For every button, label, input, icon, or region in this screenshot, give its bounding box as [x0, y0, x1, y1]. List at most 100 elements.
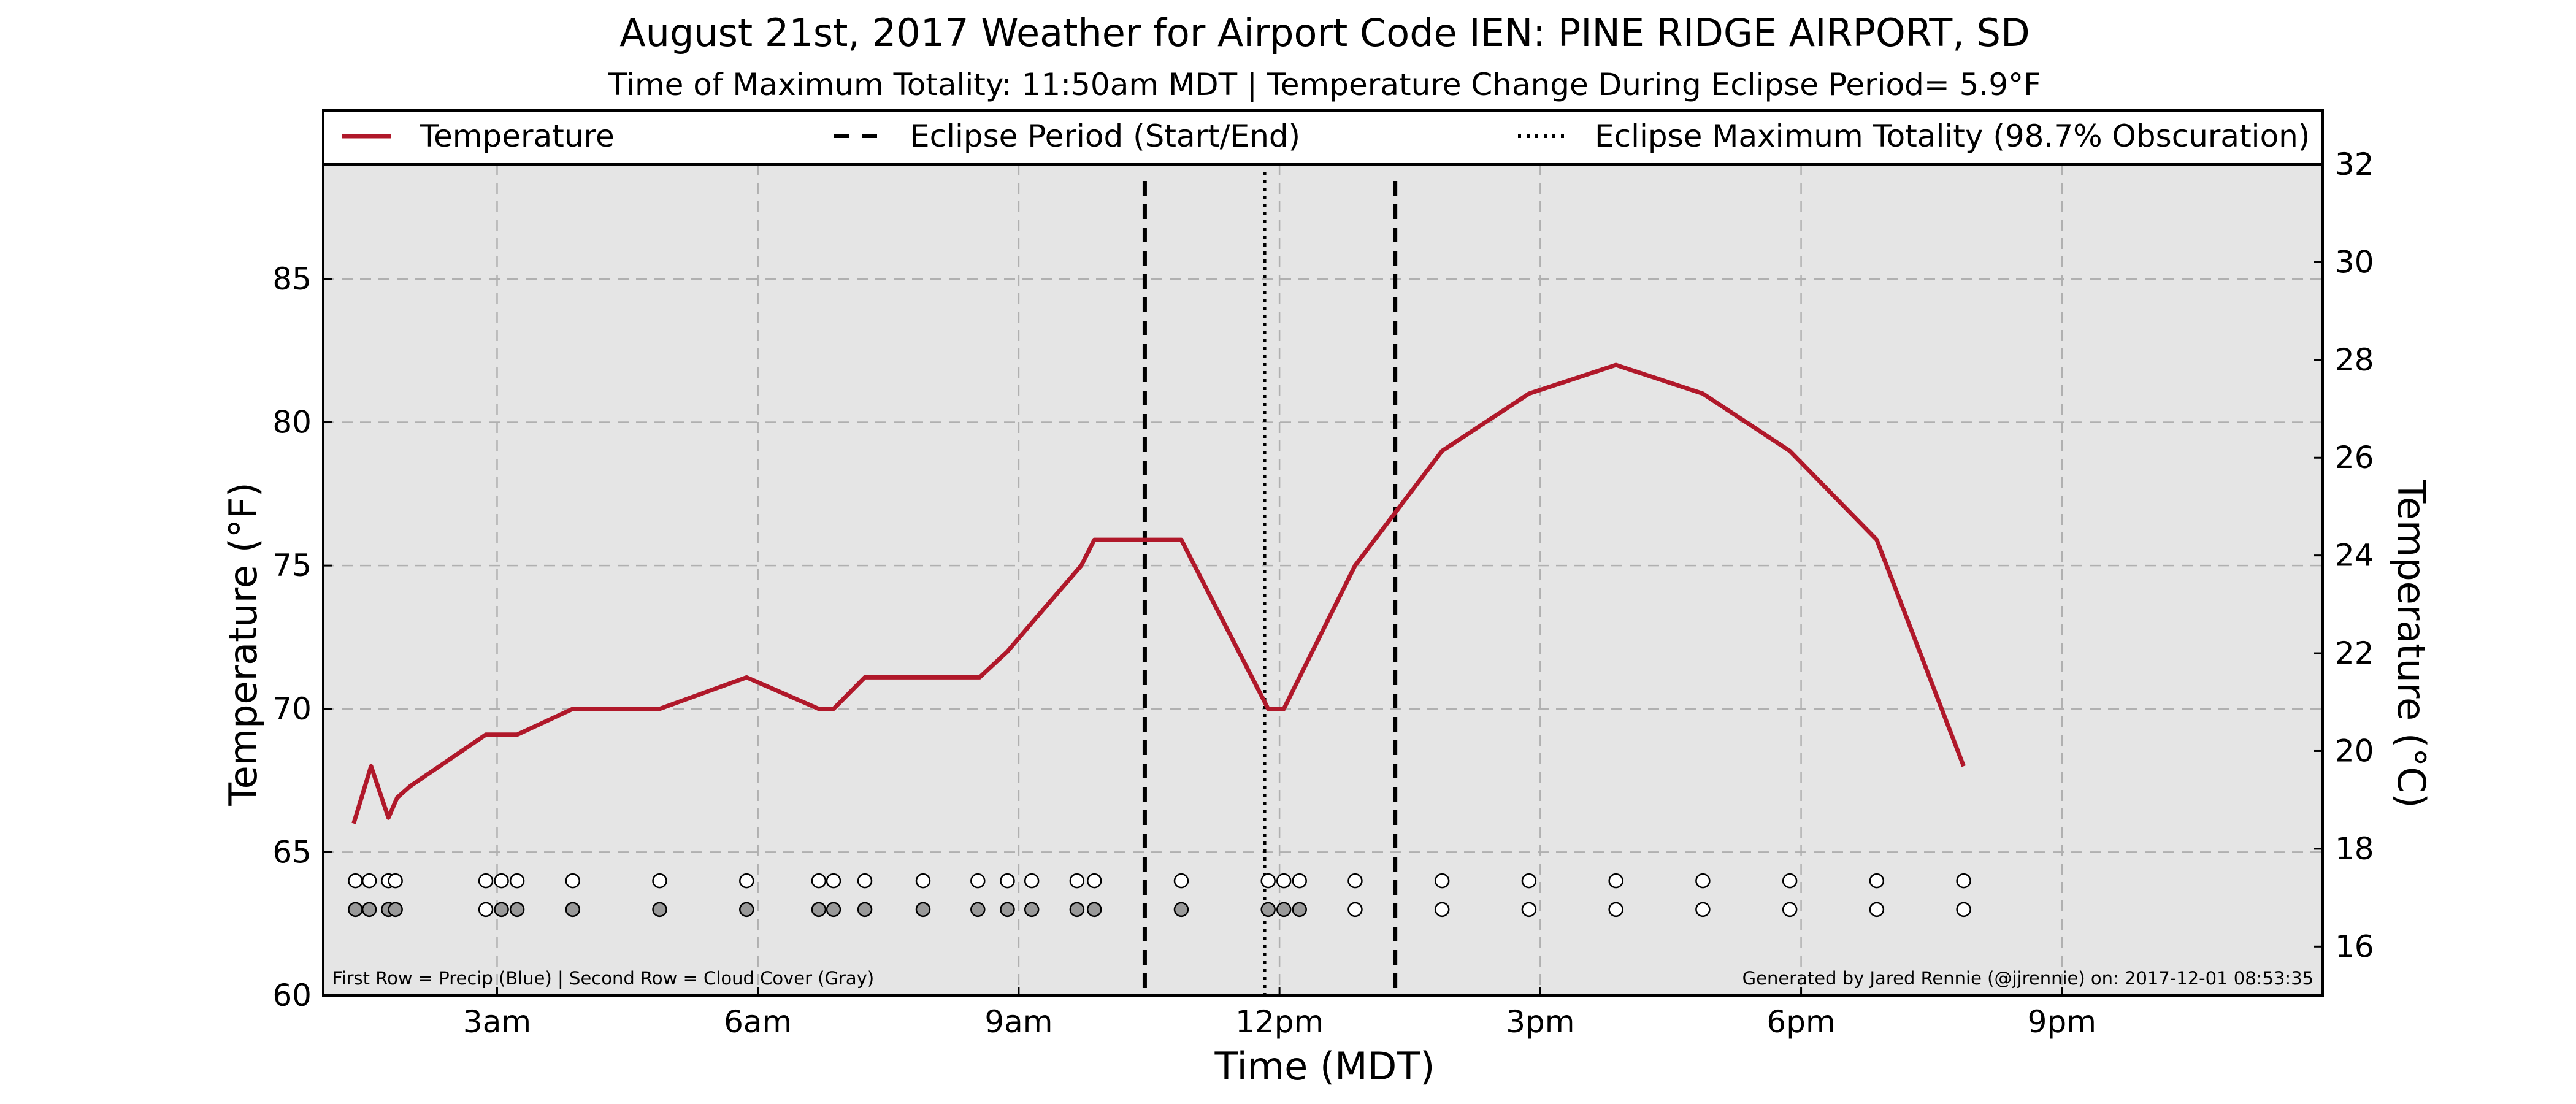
y-tick-label-right: 28	[2335, 342, 2374, 378]
precip-marker	[1347, 873, 1363, 889]
x-tick-label: 12pm	[1235, 1004, 1324, 1040]
legend-label: Eclipse Maximum Totality (98.7% Obscurat…	[1595, 118, 2310, 154]
cloud-cover-marker	[1173, 902, 1189, 918]
precip-marker	[915, 873, 931, 889]
precip-marker	[811, 873, 827, 889]
cloud-cover-marker	[1260, 902, 1276, 918]
precip-marker	[348, 873, 363, 889]
precip-marker	[1024, 873, 1040, 889]
y-tick-label-right: 20	[2335, 733, 2374, 769]
precip-marker	[478, 873, 494, 889]
x-tick-label: 3pm	[1506, 1004, 1574, 1040]
cloud-cover-marker	[1024, 902, 1040, 918]
precip-marker	[1956, 873, 1971, 889]
precip-marker	[1173, 873, 1189, 889]
precip-marker	[1782, 873, 1798, 889]
cloud-cover-marker	[1869, 902, 1885, 918]
precip-marker	[1869, 873, 1885, 889]
precip-marker	[509, 873, 525, 889]
precip-marker	[1260, 873, 1276, 889]
legend-label: Temperature	[420, 118, 615, 154]
y-tick-label: 75	[272, 548, 312, 583]
cloud-cover-marker	[970, 902, 986, 918]
y-tick-label-right: 32	[2335, 147, 2374, 182]
x-tick-label: 6pm	[1766, 1004, 1835, 1040]
precip-marker	[565, 873, 581, 889]
y-tick-label-right: 22	[2335, 635, 2374, 671]
precip-marker	[739, 873, 754, 889]
precip-marker	[652, 873, 667, 889]
cloud-cover-marker	[1608, 902, 1623, 918]
precip-marker	[1086, 873, 1102, 889]
eclipse-lines	[1142, 172, 1398, 995]
cloud-cover-marker	[1434, 902, 1450, 918]
cloud-cover-marker	[388, 902, 403, 918]
cloud-cover-marker	[857, 902, 873, 918]
legend: Temperature Eclipse Period (Start/End) Ecl…	[322, 109, 2324, 166]
cloud-cover-marker	[652, 902, 667, 918]
precip-marker	[857, 873, 873, 889]
footnote-right: Generated by Jared Rennie (@jjrennie) on…	[1742, 968, 2313, 989]
cloud-cover-marker	[1000, 902, 1015, 918]
cloud-cover-marker	[1782, 902, 1798, 918]
y-tick-label: 70	[272, 691, 312, 727]
precip-marker	[1608, 873, 1623, 889]
cloud-cover-marker	[1086, 902, 1102, 918]
cloud-cover-marker	[478, 902, 494, 918]
precip-marker	[388, 873, 403, 889]
x-tick-label: 9pm	[2028, 1004, 2096, 1040]
precip-marker	[1521, 873, 1537, 889]
y-tick-label: 65	[272, 834, 312, 870]
precip-marker	[1000, 873, 1015, 889]
cloud-cover-marker	[1276, 902, 1292, 918]
temperature-line	[351, 362, 1966, 824]
y-tick-label: 60	[272, 978, 312, 1013]
precip-marker	[1276, 873, 1292, 889]
precip-marker	[1292, 873, 1307, 889]
legend-box	[322, 109, 2324, 166]
cloud-cover-marker	[1069, 902, 1085, 918]
y-axis-label: Temperature (°F)	[221, 482, 266, 806]
y-tick-label-right: 24	[2335, 538, 2374, 573]
cloud-cover-marker	[1347, 902, 1363, 918]
x-tick-label: 3am	[463, 1004, 531, 1040]
axis-ticks: 3am 6am 9am 12pm 3pm 6pm 9pm 60 65 70 75 80 85 16 18 20…	[272, 147, 2374, 1040]
cloud-cover-marker	[494, 902, 509, 918]
x-tick-label: 6am	[724, 1004, 792, 1040]
cloud-cover-marker	[361, 902, 377, 918]
precip-marker	[1069, 873, 1085, 889]
y-tick-label-right: 26	[2335, 440, 2374, 475]
x-tick-label: 9am	[984, 1004, 1052, 1040]
cloud-cover-marker	[1695, 902, 1711, 918]
cloud-cover-marker	[565, 902, 581, 918]
precip-marker	[1434, 873, 1450, 889]
precip-marker	[1695, 873, 1711, 889]
cloud-cover-marker	[1521, 902, 1537, 918]
cloud-cover-marker	[1292, 902, 1307, 918]
cloud-cover-marker	[811, 902, 827, 918]
cloud-cover-marker	[509, 902, 525, 918]
y-tick-label: 80	[272, 405, 312, 440]
legend-label: Eclipse Period (Start/End)	[910, 118, 1300, 154]
y-tick-label-right: 16	[2335, 929, 2374, 964]
y-tick-label: 85	[272, 261, 312, 297]
chart-title: August 21st, 2017 Weather for Airport Co…	[619, 10, 2030, 55]
temperature-series	[351, 362, 1966, 824]
observation-markers	[348, 873, 1971, 918]
precip-marker	[826, 873, 841, 889]
precip-marker	[361, 873, 377, 889]
precip-marker	[970, 873, 986, 889]
plot-background	[323, 164, 2323, 995]
footnote-left: First Row = Precip (Blue) | Second Row =…	[332, 968, 874, 989]
chart-subtitle: Time of Maximum Totality: 11:50am MDT | …	[608, 67, 2041, 102]
cloud-cover-marker	[348, 902, 363, 918]
precip-marker	[494, 873, 509, 889]
y-tick-label-right: 30	[2335, 244, 2374, 280]
cloud-cover-marker	[739, 902, 754, 918]
x-axis-label: Time (MDT)	[1214, 1044, 1435, 1089]
cloud-cover-marker	[826, 902, 841, 918]
cloud-cover-marker	[915, 902, 931, 918]
y-tick-label-right: 18	[2335, 831, 2374, 867]
